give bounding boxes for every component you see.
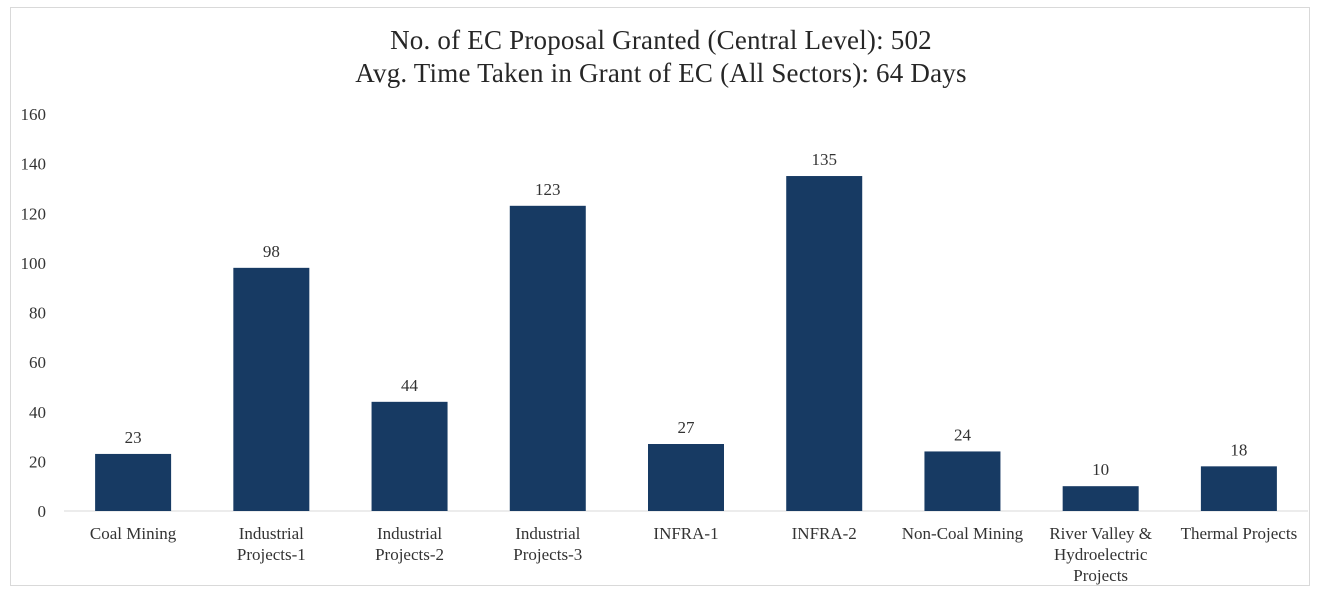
category-label: Hydroelectric — [1054, 545, 1148, 564]
bar — [1062, 486, 1139, 511]
y-tick-label: 80 — [29, 304, 46, 323]
data-label: 98 — [263, 242, 280, 261]
bar — [233, 267, 310, 511]
y-tick-label: 160 — [21, 105, 47, 124]
category-label: River Valley & — [1049, 524, 1152, 543]
category-label: Industrial — [515, 524, 580, 543]
data-label: 10 — [1092, 460, 1109, 479]
data-label: 23 — [125, 428, 142, 447]
y-tick-label: 100 — [21, 254, 47, 273]
category-label: Industrial — [239, 524, 304, 543]
bar — [509, 205, 586, 511]
category-label: Projects-3 — [513, 545, 582, 564]
chart-title: No. of EC Proposal Granted (Central Leve… — [390, 25, 932, 55]
data-label: 44 — [401, 376, 419, 395]
category-label: Thermal Projects — [1181, 524, 1298, 543]
y-tick-label: 0 — [38, 502, 47, 521]
bar — [95, 453, 172, 511]
data-label: 18 — [1230, 440, 1247, 459]
y-tick-label: 20 — [29, 452, 46, 471]
bar — [924, 451, 1001, 511]
y-tick-label: 120 — [21, 204, 47, 223]
y-tick-label: 60 — [29, 353, 46, 372]
chart-subtitle: Avg. Time Taken in Grant of EC (All Sect… — [355, 58, 967, 88]
data-label: 27 — [678, 418, 696, 437]
category-label: Non-Coal Mining — [902, 524, 1024, 543]
data-label: 24 — [954, 425, 972, 444]
data-label: 123 — [535, 180, 561, 199]
category-label: INFRA-2 — [792, 524, 857, 543]
y-tick-label: 40 — [29, 403, 46, 422]
category-label: Coal Mining — [90, 524, 177, 543]
bar — [648, 444, 724, 511]
category-label: INFRA-1 — [653, 524, 718, 543]
data-label: 135 — [811, 150, 837, 169]
category-label: Projects-2 — [375, 545, 444, 564]
y-tick-label: 140 — [21, 155, 47, 174]
category-label: Projects — [1073, 566, 1128, 585]
bar — [786, 176, 863, 511]
category-label: Industrial — [377, 524, 442, 543]
category-label: Projects-1 — [237, 545, 306, 564]
bar — [1200, 466, 1277, 511]
bar — [371, 401, 448, 511]
